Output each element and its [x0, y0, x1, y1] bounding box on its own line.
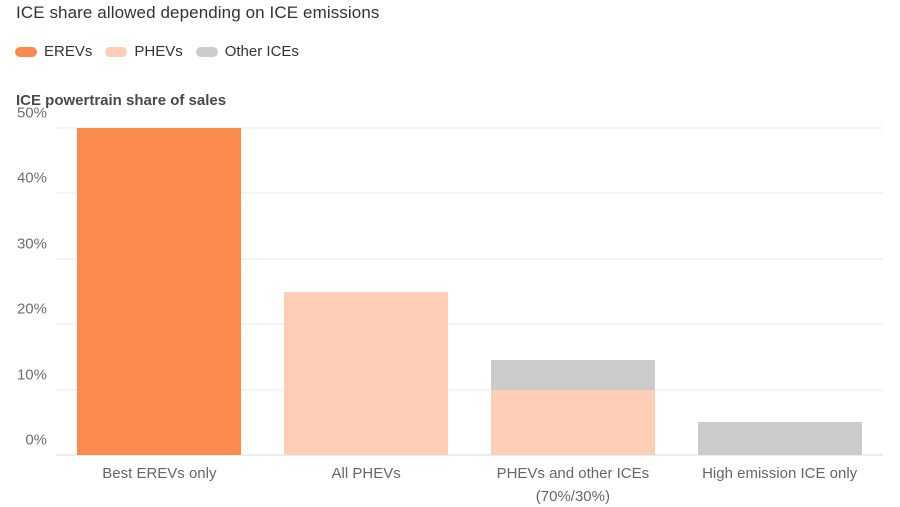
category-label-2: All PHEVs	[331, 465, 401, 482]
chart-title: ICE share allowed depending on ICE emiss…	[16, 3, 380, 22]
grid-line-40	[56, 192, 883, 194]
y-tick-label-30: 30%	[16, 235, 47, 253]
legend-item-other-ices: Other ICEs	[195, 43, 299, 60]
bar-slot-3	[470, 128, 677, 455]
grid-line-10	[56, 389, 883, 391]
y-tick-label-40: 40%	[16, 169, 47, 187]
bar-segment-phevs	[284, 291, 449, 455]
bar-segment-phevs	[490, 389, 655, 455]
legend-label: EREVs	[44, 43, 93, 60]
bar-slot-2	[263, 128, 470, 455]
category-label-3: PHEVs and other ICEs (70%/30%)	[496, 465, 650, 505]
legend-swatch-icon	[195, 46, 218, 57]
bar-slot-1	[56, 128, 263, 455]
grid-line-30	[56, 258, 883, 260]
bar-4	[697, 128, 862, 455]
plot-area: 0% 10% 20% 30% 40% 50% Best EREVs only All PHEV…	[17, 106, 883, 505]
legend-item-phevs: PHEVs	[105, 43, 183, 60]
bar-segment-other-ices	[490, 360, 655, 390]
y-tick-label-20: 20%	[16, 300, 47, 318]
legend-swatch-icon	[15, 46, 37, 57]
bar-slot-4	[676, 128, 883, 455]
category-labels: Best EREVs only All PHEVs PHEVs and other …	[56, 462, 883, 507]
bar-1	[77, 128, 242, 455]
legend-swatch-icon	[105, 46, 128, 57]
bar-3	[490, 128, 655, 455]
category-label-1: Best EREVs only	[102, 465, 217, 482]
bars	[56, 128, 883, 455]
legend-item-erevs: EREVs	[15, 43, 92, 60]
bar-segment-erevs	[77, 128, 242, 455]
y-tick-label-10: 10%	[16, 366, 47, 384]
legend: EREVs PHEVs Other ICEs	[15, 43, 299, 60]
legend-label: Other ICEs	[224, 43, 299, 60]
y-tick-label-50: 50%	[16, 104, 47, 122]
grid-line-20	[56, 323, 883, 325]
legend-label: PHEVs	[134, 43, 183, 60]
category-label-4: High emission ICE only	[702, 465, 858, 482]
y-tick-label-0: 0%	[25, 431, 47, 449]
bar-2	[284, 128, 449, 455]
grid-line-50	[56, 127, 883, 129]
y-axis-title: ICE powertrain share of sales	[16, 92, 227, 109]
bar-segment-other-ices	[697, 422, 862, 455]
grid-line-0	[56, 454, 883, 456]
